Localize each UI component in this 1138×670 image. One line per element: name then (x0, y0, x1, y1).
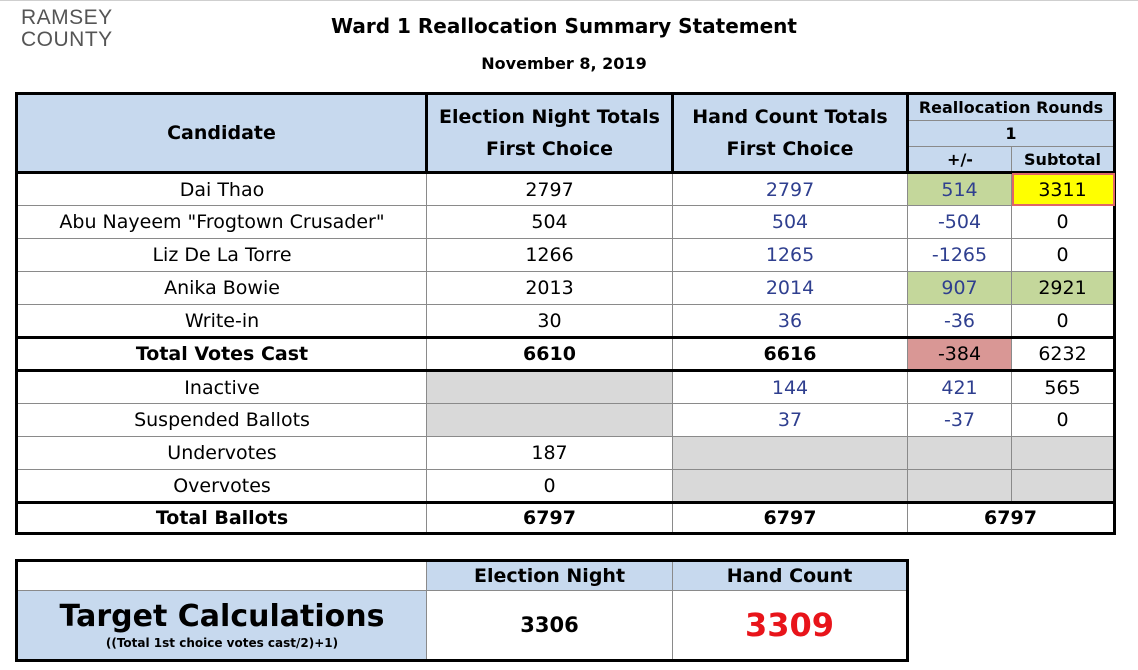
table-row: Inactive 144 421 565 (16, 369, 1115, 404)
table-row: Anika Bowie 2013 2014 907 2921 (16, 271, 1115, 305)
header-reallocation-rounds: Reallocation Rounds (907, 93, 1115, 121)
header-plus-minus: +/- (907, 146, 1012, 173)
row-plusminus: -1265 (907, 238, 1012, 272)
row-hand: 504 (672, 205, 908, 239)
target-header-blank (16, 560, 427, 591)
row-subtotal: 3311 (1011, 171, 1115, 206)
row-election: 0 (426, 469, 673, 503)
table-row: Liz De La Torre 1266 1265 -1265 0 (16, 238, 1115, 272)
row-subtotal: 565 (1011, 369, 1115, 404)
row-election: 6610 (426, 336, 673, 371)
target-label-cell: Target Calculations ((Total 1st choice v… (16, 590, 427, 661)
target-header-election: Election Night (426, 560, 673, 591)
target-formula: ((Total 1st choice votes cast/2)+1) (105, 635, 339, 650)
row-plusminus (907, 469, 1012, 503)
row-election (426, 369, 673, 404)
row-hand: 2014 (672, 271, 908, 305)
row-subtotal (1011, 436, 1115, 470)
row-hand (672, 436, 908, 470)
row-name: Anika Bowie (16, 271, 427, 305)
target-label: Target Calculations (59, 598, 385, 634)
row-election: 504 (426, 205, 673, 239)
row-plusminus: -37 (907, 403, 1012, 437)
header-subtotal: Subtotal (1011, 146, 1115, 173)
header-round-number: 1 (907, 120, 1115, 147)
row-name: Write-in (16, 304, 427, 338)
table-row: Undervotes 187 (16, 436, 1115, 470)
row-hand: 6797 (672, 501, 908, 534)
row-name: Total Ballots (16, 501, 427, 534)
top-rule (0, 0, 1138, 1)
row-subtotal: 0 (1011, 238, 1115, 272)
row-hand: 2797 (672, 171, 908, 206)
total-votes-row: Total Votes Cast 6610 6616 -384 6232 (16, 336, 1115, 371)
target-calculations-table: Election Night Hand Count Target Calcula… (15, 559, 909, 662)
ramsey-county-logo: RAMSEY COUNTY (21, 7, 113, 51)
row-plusminus: 421 (907, 369, 1012, 404)
table-row: Overvotes 0 (16, 469, 1115, 503)
target-header-hand: Hand Count (672, 560, 908, 591)
row-subtotal: 2921 (1011, 271, 1115, 305)
row-realloc-total: 6797 (907, 501, 1115, 534)
row-plusminus: -384 (907, 336, 1012, 371)
summary-table: Candidate Election Night Totals First Ch… (15, 92, 1116, 535)
row-subtotal: 0 (1011, 403, 1115, 437)
row-election: 6797 (426, 501, 673, 534)
row-name: Overvotes (16, 469, 427, 503)
row-election: 1266 (426, 238, 673, 272)
row-name: Abu Nayeem "Frogtown Crusader" (16, 205, 427, 239)
row-name: Undervotes (16, 436, 427, 470)
header-hand-line2: First Choice (726, 138, 854, 160)
page-title: Ward 1 Reallocation Summary Statement (331, 14, 797, 38)
row-hand (672, 469, 908, 503)
row-hand: 1265 (672, 238, 908, 272)
row-subtotal (1011, 469, 1115, 503)
page-date: November 8, 2019 (481, 54, 647, 73)
row-election: 187 (426, 436, 673, 470)
target-hand-value: 3309 (672, 590, 908, 661)
target-election-value: 3306 (426, 590, 673, 661)
row-election: 2013 (426, 271, 673, 305)
table-row: Abu Nayeem "Frogtown Crusader" 504 504 -… (16, 205, 1115, 239)
total-ballots-row: Total Ballots 6797 6797 6797 (16, 501, 1115, 534)
row-subtotal: 6232 (1011, 336, 1115, 371)
row-hand: 37 (672, 403, 908, 437)
row-plusminus: 514 (907, 171, 1012, 206)
table-row: Write-in 30 36 -36 0 (16, 304, 1115, 338)
row-name: Liz De La Torre (16, 238, 427, 272)
header-election-night: Election Night Totals First Choice (426, 93, 674, 173)
row-subtotal: 0 (1011, 205, 1115, 239)
header-election-line2: First Choice (485, 138, 614, 160)
row-name: Suspended Ballots (16, 403, 427, 437)
table-row: Dai Thao 2797 2797 514 3311 (16, 171, 1115, 206)
row-election: 30 (426, 304, 673, 338)
row-name: Inactive (16, 369, 427, 404)
table-row: Suspended Ballots 37 -37 0 (16, 403, 1115, 437)
row-name: Dai Thao (16, 171, 427, 206)
header-hand-line1: Hand Count Totals (692, 106, 888, 128)
row-election: 2797 (426, 171, 673, 206)
row-plusminus (907, 436, 1012, 470)
row-hand: 6616 (672, 336, 908, 371)
row-hand: 144 (672, 369, 908, 404)
row-election (426, 403, 673, 437)
header-election-line1: Election Night Totals (439, 106, 660, 128)
header-hand-count: Hand Count Totals First Choice (672, 93, 909, 173)
header-candidate: Candidate (16, 93, 428, 173)
row-plusminus: -36 (907, 304, 1012, 338)
logo-line2: COUNTY (21, 28, 113, 51)
row-hand: 36 (672, 304, 908, 338)
row-name: Total Votes Cast (16, 336, 427, 371)
row-plusminus: 907 (907, 271, 1012, 305)
row-subtotal: 0 (1011, 304, 1115, 338)
row-plusminus: -504 (907, 205, 1012, 239)
logo-line1: RAMSEY (21, 6, 113, 29)
